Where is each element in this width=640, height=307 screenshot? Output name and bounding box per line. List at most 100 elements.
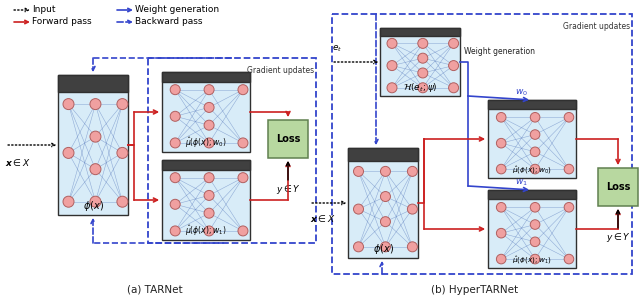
Bar <box>488 190 576 199</box>
Bar <box>58 75 128 215</box>
Bar <box>162 72 250 82</box>
Circle shape <box>238 173 248 183</box>
Text: $\phi(x)$: $\phi(x)$ <box>372 242 394 256</box>
Bar <box>58 75 128 92</box>
Bar <box>162 72 250 152</box>
Circle shape <box>418 38 428 49</box>
Circle shape <box>418 83 428 93</box>
Circle shape <box>449 60 459 71</box>
Circle shape <box>531 164 540 174</box>
Circle shape <box>204 120 214 130</box>
Text: $\phi(x)$: $\phi(x)$ <box>83 199 104 213</box>
Circle shape <box>117 99 128 110</box>
Text: Weight generation: Weight generation <box>464 47 535 56</box>
Circle shape <box>353 242 364 252</box>
Bar <box>488 190 576 268</box>
Circle shape <box>418 53 428 63</box>
Circle shape <box>117 196 128 207</box>
Circle shape <box>170 138 180 148</box>
Circle shape <box>170 85 180 95</box>
Circle shape <box>204 208 214 218</box>
Text: $\hat{\mu}(\phi(x);w_0)$: $\hat{\mu}(\phi(x);w_0)$ <box>185 136 227 150</box>
Text: $\mathcal{H}(e_t;\psi)$: $\mathcal{H}(e_t;\psi)$ <box>403 81 437 94</box>
Bar <box>348 148 418 258</box>
Circle shape <box>531 237 540 247</box>
Circle shape <box>204 173 214 183</box>
Bar <box>488 100 576 109</box>
Circle shape <box>449 83 459 93</box>
Circle shape <box>418 68 428 78</box>
Circle shape <box>497 112 506 122</box>
Circle shape <box>90 196 101 207</box>
Circle shape <box>170 199 180 209</box>
Circle shape <box>117 147 128 158</box>
Text: $w_1$: $w_1$ <box>515 177 528 188</box>
Circle shape <box>380 217 390 227</box>
Bar <box>380 28 460 96</box>
Text: Loss: Loss <box>606 182 630 192</box>
Circle shape <box>387 38 397 49</box>
Bar <box>488 100 576 178</box>
Text: Forward pass: Forward pass <box>32 17 92 26</box>
Circle shape <box>408 242 417 252</box>
Text: $\hat{\mu}(\phi(x);w_1)$: $\hat{\mu}(\phi(x);w_1)$ <box>185 223 227 238</box>
Bar <box>598 168 638 206</box>
Circle shape <box>90 99 101 110</box>
Circle shape <box>408 166 417 177</box>
Circle shape <box>353 204 364 214</box>
Text: Loss: Loss <box>276 134 300 144</box>
Circle shape <box>204 226 214 236</box>
Circle shape <box>238 138 248 148</box>
Circle shape <box>564 112 574 122</box>
Circle shape <box>90 131 101 142</box>
Circle shape <box>170 173 180 183</box>
Circle shape <box>380 192 390 201</box>
Circle shape <box>380 166 390 177</box>
Text: $w_0$: $w_0$ <box>515 87 528 98</box>
Circle shape <box>238 226 248 236</box>
Circle shape <box>449 38 459 49</box>
Text: $\boldsymbol{x} \in X$: $\boldsymbol{x} \in X$ <box>310 213 336 224</box>
Text: $\boldsymbol{x} \in X$: $\boldsymbol{x} \in X$ <box>5 157 31 168</box>
Text: Backward pass: Backward pass <box>135 17 202 26</box>
Circle shape <box>408 204 417 214</box>
Bar <box>162 160 250 169</box>
Circle shape <box>204 103 214 112</box>
Circle shape <box>531 203 540 212</box>
Circle shape <box>238 85 248 95</box>
Circle shape <box>564 164 574 174</box>
Text: Weight generation: Weight generation <box>135 6 219 14</box>
Circle shape <box>170 111 180 121</box>
Circle shape <box>170 226 180 236</box>
Circle shape <box>497 138 506 148</box>
Circle shape <box>90 164 101 175</box>
Bar <box>348 148 418 161</box>
Circle shape <box>497 164 506 174</box>
Text: $y \in Y$: $y \in Y$ <box>605 231 630 244</box>
Circle shape <box>531 112 540 122</box>
Bar <box>148 58 316 243</box>
Circle shape <box>63 196 74 207</box>
Text: $e_t$: $e_t$ <box>332 44 342 54</box>
Circle shape <box>204 190 214 200</box>
Circle shape <box>204 85 214 95</box>
Circle shape <box>353 166 364 177</box>
Circle shape <box>564 254 574 264</box>
Circle shape <box>497 228 506 238</box>
Bar <box>332 14 632 274</box>
Bar <box>380 28 460 36</box>
Circle shape <box>204 138 214 148</box>
Circle shape <box>387 60 397 71</box>
Text: (b) HyperTARNet: (b) HyperTARNet <box>431 285 518 295</box>
Circle shape <box>63 147 74 158</box>
Bar <box>268 120 308 158</box>
Circle shape <box>387 83 397 93</box>
Circle shape <box>380 242 390 252</box>
Text: Input: Input <box>32 6 56 14</box>
Text: $\hat{\mu}(\phi(x);w_1)$: $\hat{\mu}(\phi(x);w_1)$ <box>512 255 552 266</box>
Circle shape <box>497 254 506 264</box>
Circle shape <box>497 203 506 212</box>
Text: Gradient updates: Gradient updates <box>247 66 314 75</box>
Bar <box>162 160 250 240</box>
Circle shape <box>564 203 574 212</box>
